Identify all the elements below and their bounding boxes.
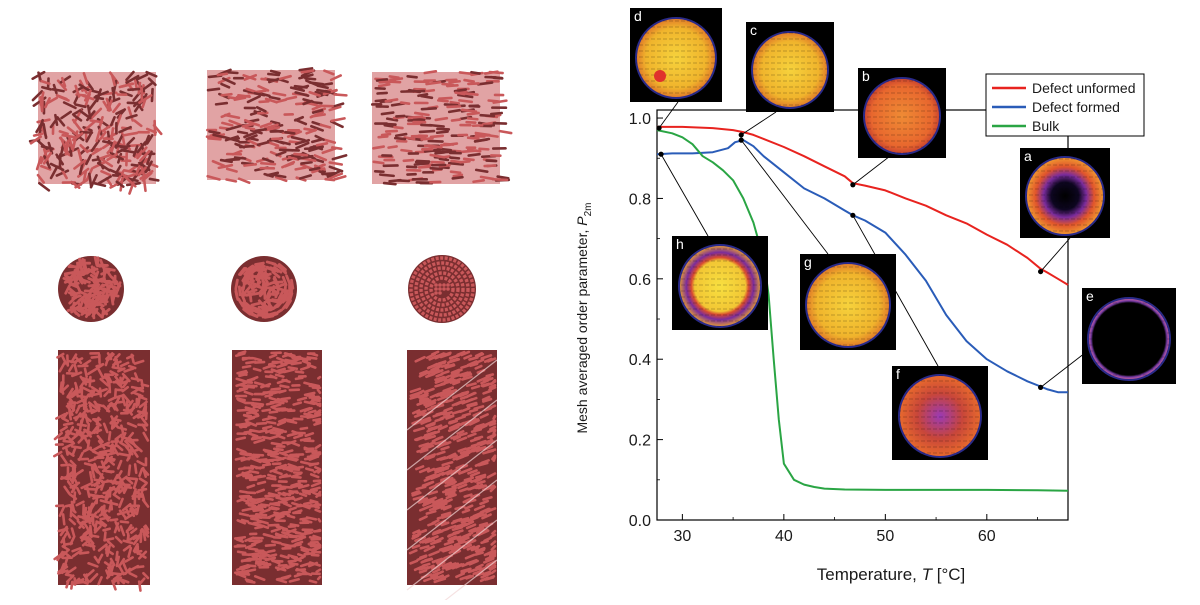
y-tick-label: 1.0 xyxy=(629,111,651,128)
y-tick-label: 0.8 xyxy=(629,191,651,208)
leader-line-c xyxy=(741,112,776,135)
inset-label: d xyxy=(634,8,642,24)
inset-director-field xyxy=(1026,157,1104,235)
leader-line-h xyxy=(661,154,708,236)
inset-a: a xyxy=(1020,148,1110,238)
snapshot-cross-section-isotropic xyxy=(58,256,124,322)
y-tick-label: 0.0 xyxy=(629,513,651,530)
anchor-point-f xyxy=(850,213,855,218)
x-tick-label: 60 xyxy=(978,528,996,545)
inset-director-field xyxy=(864,78,940,154)
inset-director-field xyxy=(899,375,981,457)
inset-d: d xyxy=(630,8,722,102)
inset-h: h xyxy=(672,236,768,330)
anchor-point-c xyxy=(739,132,744,137)
inset-f: f xyxy=(892,366,988,460)
anchor-point-a xyxy=(1038,269,1043,274)
anchor-point-h xyxy=(658,152,663,157)
inset-director-field xyxy=(1088,298,1170,380)
inset-director-field xyxy=(679,245,761,327)
chart-canvas: 30 40 50 60 0.0 0.2 0.4 0.6 0.8 1.0 Defect unform… xyxy=(560,0,1200,600)
inset-label: g xyxy=(804,254,812,270)
anchor-point-b xyxy=(850,182,855,187)
simulation-snapshots xyxy=(0,0,560,600)
snapshot-cylinder-helical xyxy=(407,350,497,600)
y-tick-label: 0.4 xyxy=(629,352,651,369)
anchor-point-g xyxy=(739,138,744,143)
x-axis-label: Temperature, T [°C] xyxy=(817,565,966,584)
inset-label: a xyxy=(1024,148,1032,164)
anchor-point-e xyxy=(1038,385,1043,390)
snapshot-cross-section-ordered xyxy=(408,255,476,323)
order-parameter-chart: 30 40 50 60 0.0 0.2 0.4 0.6 0.8 1.0 Defect unform… xyxy=(560,0,1200,600)
legend-label: Bulk xyxy=(1032,118,1060,134)
x-tick-label: 50 xyxy=(876,528,894,545)
inset-director-field xyxy=(806,263,890,347)
inset-b: b xyxy=(858,68,946,158)
anchor-point-d xyxy=(656,125,661,130)
inset-c: c xyxy=(746,22,834,112)
snapshot-bulk-isotropic xyxy=(30,72,161,194)
y-tick-label: 0.2 xyxy=(629,433,651,450)
x-tick-label: 40 xyxy=(775,528,793,545)
leader-line-d xyxy=(659,102,678,128)
inset-label: h xyxy=(676,236,684,252)
inset-director-field xyxy=(752,32,828,108)
inset-label: c xyxy=(750,22,757,38)
snapshot-cross-section-partial xyxy=(231,256,297,322)
y-tick-label: 0.6 xyxy=(629,272,651,289)
inset-hotspot xyxy=(654,70,666,82)
snapshot-bulk-transition xyxy=(207,68,346,182)
inset-label: e xyxy=(1086,288,1094,304)
snapshot-cylinder-isotropic xyxy=(54,350,150,591)
inset-e: e xyxy=(1082,288,1176,384)
snapshot-bulk-smectic xyxy=(372,71,511,184)
leader-line-a xyxy=(1041,238,1070,272)
x-tick-label: 30 xyxy=(673,528,691,545)
snapshot-renderings xyxy=(0,0,560,600)
legend-label: Defect unformed xyxy=(1032,80,1136,96)
snapshot-cylinder-partial xyxy=(232,350,322,585)
inset-label: b xyxy=(862,68,870,84)
inset-g: g xyxy=(800,254,896,350)
inset-director-field xyxy=(636,18,716,98)
y-axis-label: Mesh averaged order parameter, P2m xyxy=(574,202,594,433)
chart-legend: Defect unformed Defect formed Bulk xyxy=(986,74,1144,136)
inset-label: f xyxy=(896,366,900,382)
legend-label: Defect formed xyxy=(1032,99,1120,115)
